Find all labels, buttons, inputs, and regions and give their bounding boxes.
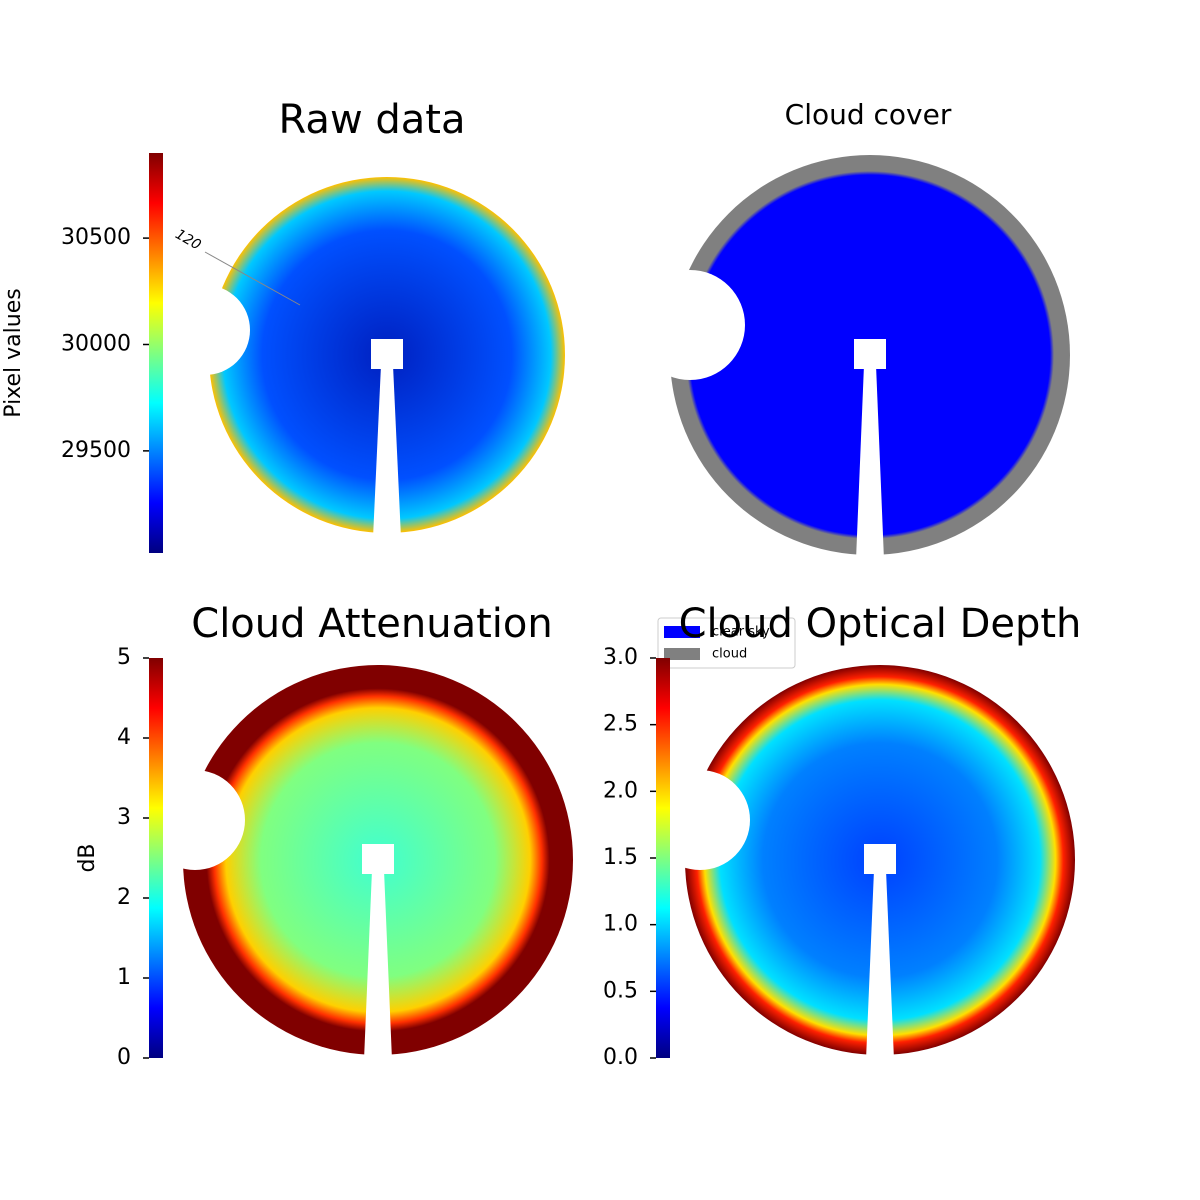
colorbar-tick-label: 3 bbox=[117, 805, 131, 830]
mask-wedge bbox=[373, 365, 401, 538]
colorbar bbox=[656, 658, 670, 1058]
colorbar-label: dB bbox=[75, 843, 100, 872]
colorbar-tick-label: 2.0 bbox=[603, 778, 638, 803]
annotation: 120 bbox=[172, 226, 203, 253]
mask-wedge bbox=[364, 870, 392, 1060]
colorbar-tick-label: 2 bbox=[117, 885, 131, 910]
annotation-line bbox=[204, 251, 301, 306]
colorbar-tick-label: 1.5 bbox=[603, 845, 638, 870]
mask-wedge bbox=[856, 365, 884, 560]
mask-center bbox=[362, 844, 394, 874]
legend-patch bbox=[664, 648, 700, 660]
mask-center bbox=[854, 339, 886, 369]
legend-label: cloud bbox=[712, 647, 747, 662]
legend-patch bbox=[664, 626, 700, 638]
colorbar-tick-label: 30000 bbox=[61, 331, 131, 356]
colorbar-tick-label: 0.5 bbox=[603, 978, 638, 1003]
panel-title: Cloud cover bbox=[785, 98, 952, 131]
colorbar bbox=[149, 658, 163, 1058]
colorbar-tick-label: 2.5 bbox=[603, 712, 638, 737]
panel-title: Raw data bbox=[279, 97, 466, 143]
colorbar-tick-label: 3.0 bbox=[603, 645, 638, 670]
colorbar-tick-label: 29500 bbox=[61, 438, 131, 463]
mask-cutout bbox=[635, 270, 745, 380]
colorbar-tick-label: 1.0 bbox=[603, 912, 638, 937]
panel-title: Cloud Optical Depth bbox=[679, 601, 1082, 647]
colorbar-tick-label: 1 bbox=[117, 965, 131, 990]
colorbar-tick-label: 0 bbox=[117, 1045, 131, 1070]
mask-cutout bbox=[160, 285, 250, 375]
legend-label: clear sky bbox=[712, 625, 770, 640]
colorbar-tick-label: 5 bbox=[117, 645, 131, 670]
mask-cutout bbox=[650, 770, 750, 870]
mask-wedge bbox=[866, 870, 894, 1060]
mask-center bbox=[864, 844, 896, 874]
colorbar-label: Pixel values bbox=[1, 288, 26, 417]
mask-center bbox=[371, 339, 403, 369]
panel-title: Cloud Attenuation bbox=[191, 601, 552, 647]
colorbar-tick-label: 0.0 bbox=[603, 1045, 638, 1070]
mask-cutout bbox=[145, 770, 245, 870]
colorbar-tick-label: 4 bbox=[117, 725, 131, 750]
colorbar-tick-label: 30500 bbox=[61, 225, 131, 250]
colorbar bbox=[149, 153, 163, 553]
